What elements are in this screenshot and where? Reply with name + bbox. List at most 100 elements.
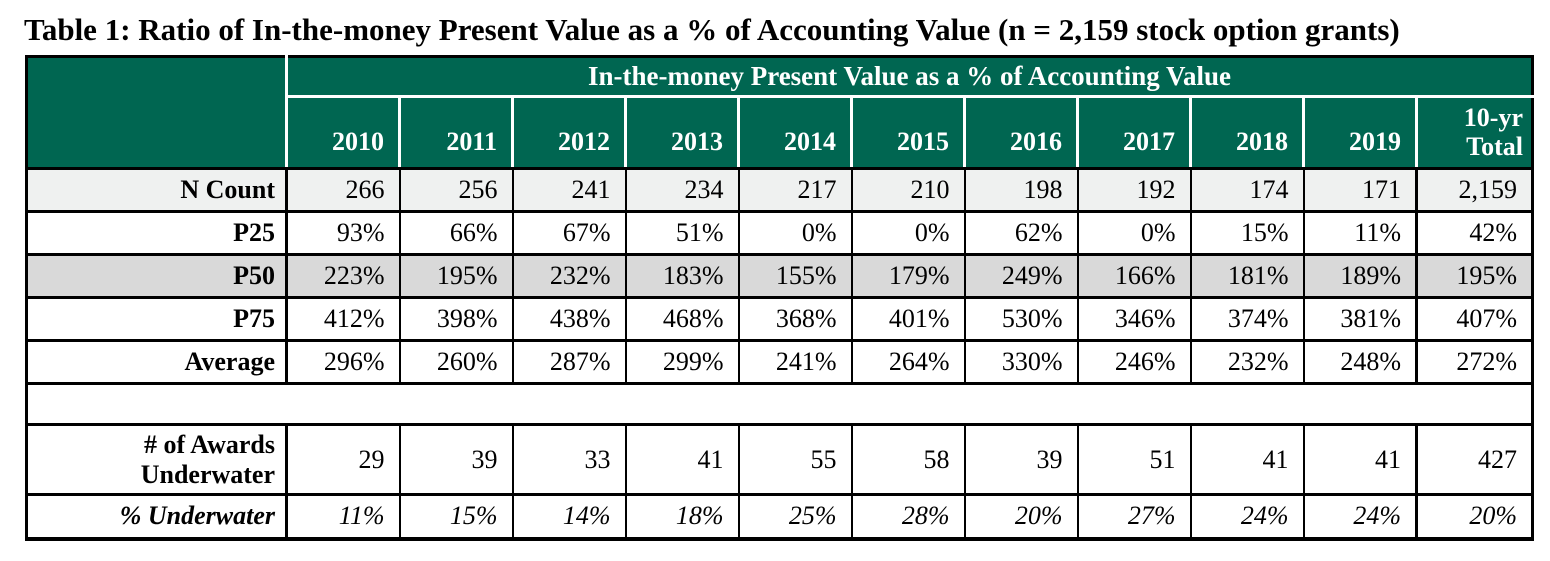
cell: 18%	[624, 493, 740, 540]
cell: 27%	[1076, 493, 1192, 540]
cell: 11%	[285, 493, 401, 540]
row-percent-underwater: % Underwater 11% 15% 14% 18% 25% 28% 20%…	[25, 493, 1534, 540]
cell: 232%	[1189, 339, 1305, 385]
cell: 241%	[737, 339, 853, 385]
cell: 39	[963, 423, 1079, 496]
cell: 24%	[1302, 493, 1418, 540]
row-label: % Underwater	[25, 493, 288, 540]
cell-total: 2,159	[1415, 167, 1534, 213]
cell-total: 20%	[1415, 493, 1534, 540]
cell: 223%	[285, 253, 401, 299]
col-header-2013: 2013	[624, 95, 739, 170]
cell: 41	[624, 423, 740, 496]
cell: 234	[624, 167, 740, 213]
cell: 217	[737, 167, 853, 213]
cell: 346%	[1076, 296, 1192, 342]
cell: 62%	[963, 210, 1079, 256]
table-title: Table 1: Ratio of In-the-money Present V…	[24, 12, 1400, 47]
cell: 264%	[850, 339, 966, 385]
col-header-2016: 2016	[963, 95, 1078, 170]
cell-total: 42%	[1415, 210, 1534, 256]
cell: 181%	[1189, 253, 1305, 299]
cell: 66%	[398, 210, 514, 256]
cell: 67%	[511, 210, 627, 256]
cell: 266	[285, 167, 401, 213]
cell: 171	[1302, 167, 1418, 213]
cell: 241	[511, 167, 627, 213]
cell-total: 272%	[1415, 339, 1534, 385]
cell: 198	[963, 167, 1079, 213]
cell: 299%	[624, 339, 740, 385]
header-years-row: 2010 2011 2012 2013 2014 2015 2016 2017 …	[27, 95, 1533, 170]
cell: 24%	[1189, 493, 1305, 540]
row-n-count: N Count 266 256 241 234 217 210 198 192 …	[25, 167, 1534, 213]
col-header-2011: 2011	[398, 95, 513, 170]
cell: 39	[398, 423, 514, 496]
row-label: Average	[25, 339, 288, 385]
cell-total: 427	[1415, 423, 1534, 496]
row-p50: P50 223% 195% 232% 183% 155% 179% 249% 1…	[25, 253, 1534, 299]
spacer-row	[26, 382, 1533, 426]
cell: 41	[1302, 423, 1418, 496]
row-average: Average 296% 260% 287% 299% 241% 264% 33…	[25, 339, 1534, 385]
cell: 174	[1189, 167, 1305, 213]
row-p75: P75 412% 398% 438% 468% 368% 401% 530% 3…	[25, 296, 1534, 342]
cell: 256	[398, 167, 514, 213]
cell: 51	[1076, 423, 1192, 496]
row-label: P50	[25, 253, 288, 299]
cell: 51%	[624, 210, 740, 256]
cell: 28%	[850, 493, 966, 540]
row-label: # of Awards Underwater	[25, 423, 288, 496]
col-header-2014: 2014	[737, 95, 852, 170]
cell: 55	[737, 423, 853, 496]
cell: 210	[850, 167, 966, 213]
cell: 0%	[1076, 210, 1192, 256]
row-label: P25	[25, 210, 288, 256]
cell: 29	[285, 423, 401, 496]
cell: 530%	[963, 296, 1079, 342]
cell: 398%	[398, 296, 514, 342]
cell: 232%	[511, 253, 627, 299]
cell: 33	[511, 423, 627, 496]
col-header-2010: 2010	[285, 95, 400, 170]
row-label: P75	[25, 296, 288, 342]
row-label: N Count	[25, 167, 288, 213]
cell: 179%	[850, 253, 966, 299]
cell: 14%	[511, 493, 627, 540]
cell: 155%	[737, 253, 853, 299]
span-header: In-the-money Present Value as a % of Acc…	[285, 56, 1533, 98]
col-header-2015: 2015	[850, 95, 965, 170]
cell: 374%	[1189, 296, 1305, 342]
cell: 246%	[1076, 339, 1192, 385]
cell: 249%	[963, 253, 1079, 299]
col-header-2017: 2017	[1076, 95, 1191, 170]
cell-total: 407%	[1415, 296, 1534, 342]
cell: 401%	[850, 296, 966, 342]
cell: 260%	[398, 339, 514, 385]
cell: 183%	[624, 253, 740, 299]
cell: 15%	[1189, 210, 1305, 256]
row-p25: P25 93% 66% 67% 51% 0% 0% 62% 0% 15% 11%…	[25, 210, 1534, 256]
cell: 438%	[511, 296, 627, 342]
cell: 41	[1189, 423, 1305, 496]
cell: 296%	[285, 339, 401, 385]
cell: 330%	[963, 339, 1079, 385]
cell: 189%	[1302, 253, 1418, 299]
cell: 368%	[737, 296, 853, 342]
col-header-2018: 2018	[1189, 95, 1304, 170]
header-corner-cell	[26, 56, 288, 170]
cell: 195%	[398, 253, 514, 299]
cell: 15%	[398, 493, 514, 540]
cell: 93%	[285, 210, 401, 256]
cell: 468%	[624, 296, 740, 342]
spacer-cell	[26, 382, 1533, 426]
data-table: In-the-money Present Value as a % of Acc…	[25, 55, 1534, 541]
cell: 192	[1076, 167, 1192, 213]
cell: 0%	[737, 210, 853, 256]
cell: 25%	[737, 493, 853, 540]
cell: 381%	[1302, 296, 1418, 342]
row-awards-underwater: # of Awards Underwater 29 39 33 41 55 58…	[25, 423, 1534, 496]
cell: 287%	[511, 339, 627, 385]
cell: 20%	[963, 493, 1079, 540]
cell: 166%	[1076, 253, 1192, 299]
